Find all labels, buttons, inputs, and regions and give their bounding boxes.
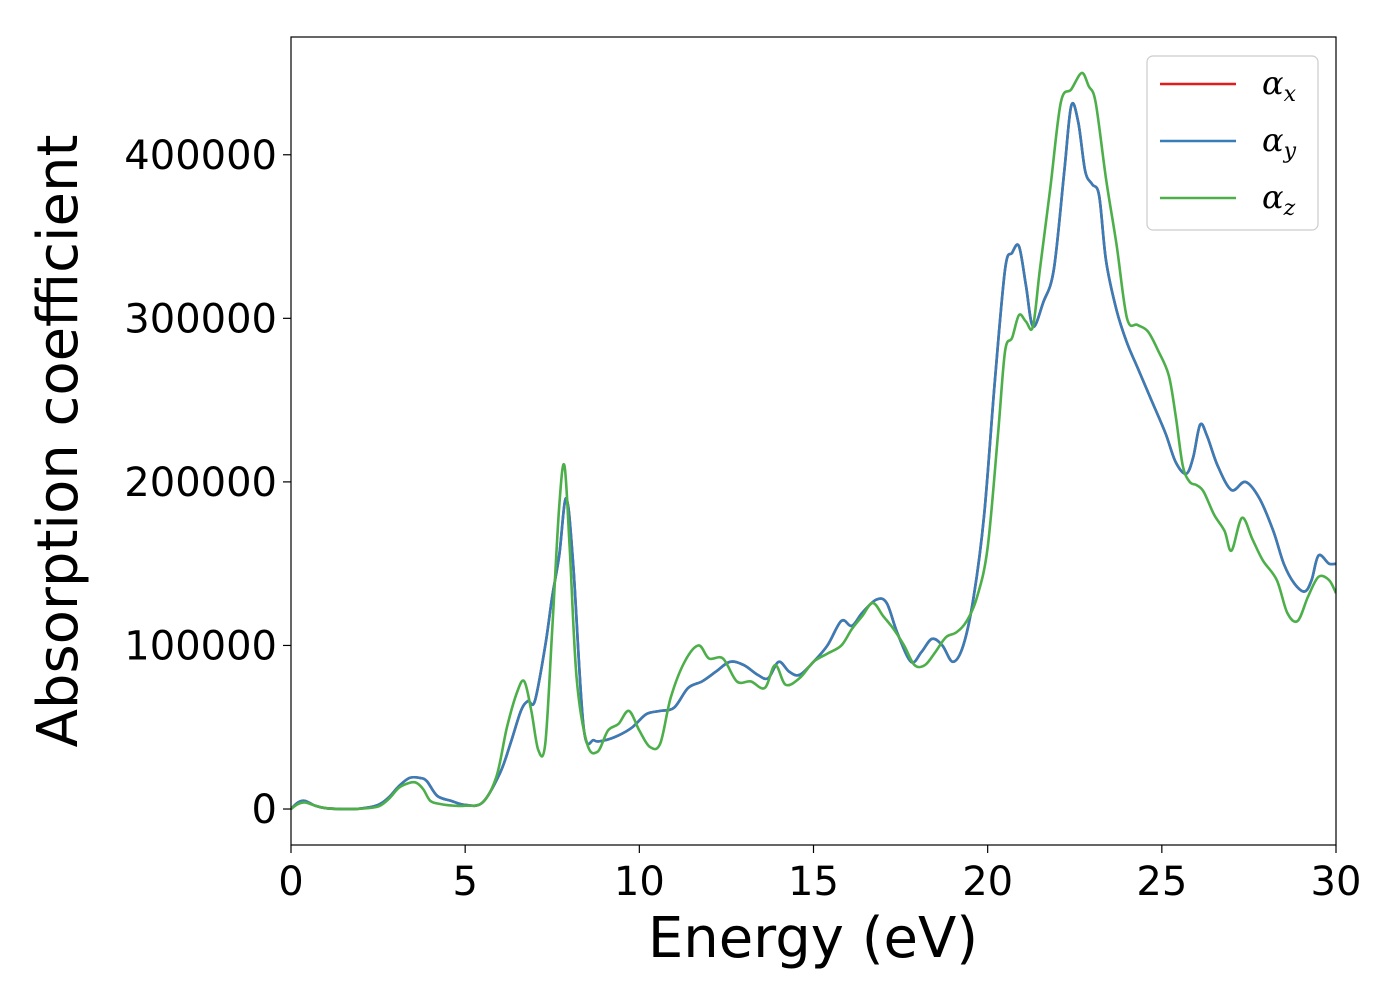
x-tick-label: 10 (614, 859, 665, 905)
legend: αx αy αz (1146, 55, 1319, 231)
y-tick-label: 200000 (124, 460, 277, 506)
series-line-alpha-z (291, 71, 1336, 811)
y-axis: 0 100000 200000 300000 400000 (124, 133, 291, 833)
x-tick-label: 25 (1136, 859, 1187, 905)
series-layer (291, 71, 1336, 811)
y-tick-label: 0 (252, 787, 277, 833)
x-tick-label: 20 (962, 859, 1013, 905)
x-tick-label: 0 (278, 859, 303, 905)
y-tick-label: 300000 (124, 296, 277, 342)
legend-label-alpha-x: αx (1262, 64, 1297, 107)
x-tick-label: 5 (452, 859, 477, 905)
x-axis: 0 5 10 15 20 25 30 (278, 845, 1361, 905)
legend-frame (1146, 55, 1319, 231)
legend-label-alpha-y: αy (1262, 121, 1297, 164)
y-axis-label: Absorption coefficient (26, 135, 91, 748)
x-tick-label: 15 (788, 859, 839, 905)
x-tick-label: 30 (1311, 859, 1362, 905)
y-tick-label: 100000 (124, 623, 277, 669)
y-tick-label: 400000 (124, 133, 277, 179)
x-axis-label: Energy (eV) (648, 906, 978, 971)
legend-label-alpha-z: αz (1262, 178, 1296, 221)
